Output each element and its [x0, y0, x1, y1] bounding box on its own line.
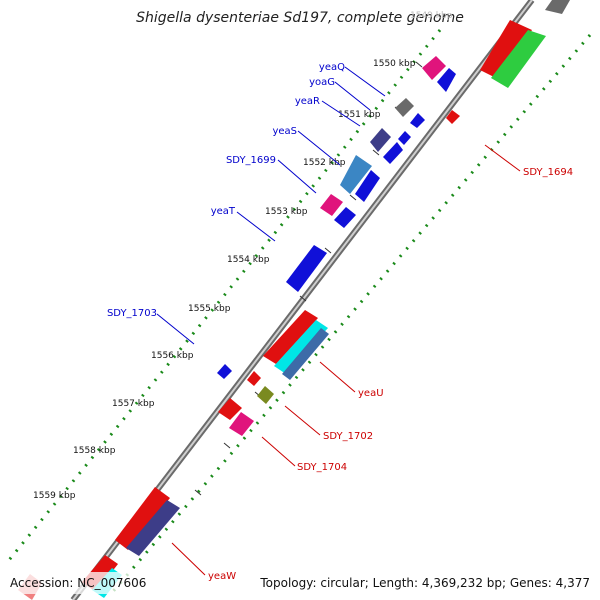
gene-feature[interactable] — [282, 328, 329, 380]
gene-label-yeaU[interactable]: yeaU — [358, 388, 384, 399]
gene-label-sdy-1702[interactable]: SDY_1702 — [323, 431, 373, 442]
gene-feature[interactable] — [257, 386, 274, 404]
tick-label: 1558 kbp — [73, 446, 116, 456]
gene-feature[interactable] — [340, 155, 372, 194]
gene-feature[interactable] — [422, 56, 446, 80]
forward-label-leaders — [156, 66, 386, 345]
gene-feature[interactable] — [491, 30, 546, 88]
reverse-strand-features — [18, 0, 570, 600]
footer-accession-bg — [2, 572, 152, 594]
gene-feature[interactable] — [229, 412, 254, 436]
topology-summary-text: Topology: circular; Length: 4,369,232 bp… — [259, 576, 590, 590]
gene-feature[interactable] — [446, 110, 460, 124]
reverse-gene-labels: SDY_1694 yeaU SDY_1702 SDY_1704 yeaW — [208, 167, 573, 582]
tick-label: 1556 kbp — [151, 351, 194, 361]
gene-feature[interactable] — [370, 128, 391, 152]
tick-label: 1555 kbp — [188, 304, 231, 314]
reverse-label-leaders — [171, 144, 521, 576]
gene-label-yoaG[interactable]: yoaG — [309, 77, 335, 88]
gene-feature[interactable] — [395, 98, 414, 117]
gene-label-sdy-1704[interactable]: SDY_1704 — [297, 462, 347, 473]
gene-feature[interactable] — [286, 245, 327, 292]
tick-label: 1552 kbp — [303, 158, 346, 168]
map-title: Shigella dysenteriae Sd197, complete gen… — [136, 10, 464, 26]
gene-feature[interactable] — [115, 487, 170, 550]
gene-feature[interactable] — [320, 194, 343, 216]
tick-marks — [194, 61, 423, 496]
tick-label: 1553 kbp — [265, 207, 308, 217]
tick-label: 1554 kbp — [227, 255, 270, 265]
tick-label: 1550 kbp — [373, 59, 416, 69]
gene-feature[interactable] — [263, 310, 318, 364]
tick-label: 1557 kbp — [112, 399, 155, 409]
gene-label-yeaR[interactable]: yeaR — [295, 96, 320, 107]
forward-gene-labels: yeaQ yoaG yeaR yeaS SDY_1699 yeaT SDY_17… — [107, 62, 345, 319]
gene-label-yeaQ[interactable]: yeaQ — [319, 62, 345, 73]
gene-feature[interactable] — [383, 142, 403, 164]
gene-feature[interactable] — [218, 398, 242, 420]
gene-feature[interactable] — [545, 0, 570, 14]
gene-feature[interactable] — [355, 170, 380, 202]
gene-feature[interactable] — [274, 320, 328, 374]
forward-strand-features — [217, 56, 456, 436]
gene-label-sdy-1703[interactable]: SDY_1703 — [107, 308, 157, 319]
gene-feature[interactable] — [437, 68, 456, 92]
gene-label-sdy-1699[interactable]: SDY_1699 — [226, 155, 276, 166]
gene-feature[interactable] — [480, 20, 532, 80]
gene-feature[interactable] — [398, 131, 411, 145]
tick-label: 1551 kbp — [338, 110, 381, 120]
accession-text: Accession: NC_007606 — [10, 576, 146, 590]
gene-feature[interactable] — [334, 207, 356, 228]
gene-label-yeaS[interactable]: yeaS — [272, 126, 297, 137]
gene-label-yeaW[interactable]: yeaW — [208, 571, 236, 582]
gene-label-yeaT[interactable]: yeaT — [211, 206, 236, 217]
tick-label: 1559 kbp — [33, 491, 76, 501]
tick-labels: 1549 kbp 1550 kbp 1551 kbp 1552 kbp 1553… — [33, 11, 453, 501]
gene-feature[interactable] — [410, 113, 425, 128]
gene-feature[interactable] — [217, 364, 232, 379]
footer-summary-bg — [255, 572, 598, 594]
gene-label-sdy-1694[interactable]: SDY_1694 — [523, 167, 573, 178]
gene-feature[interactable] — [126, 500, 180, 556]
gene-feature[interactable] — [247, 371, 261, 386]
tick-label: 1549 kbp — [410, 11, 453, 21]
